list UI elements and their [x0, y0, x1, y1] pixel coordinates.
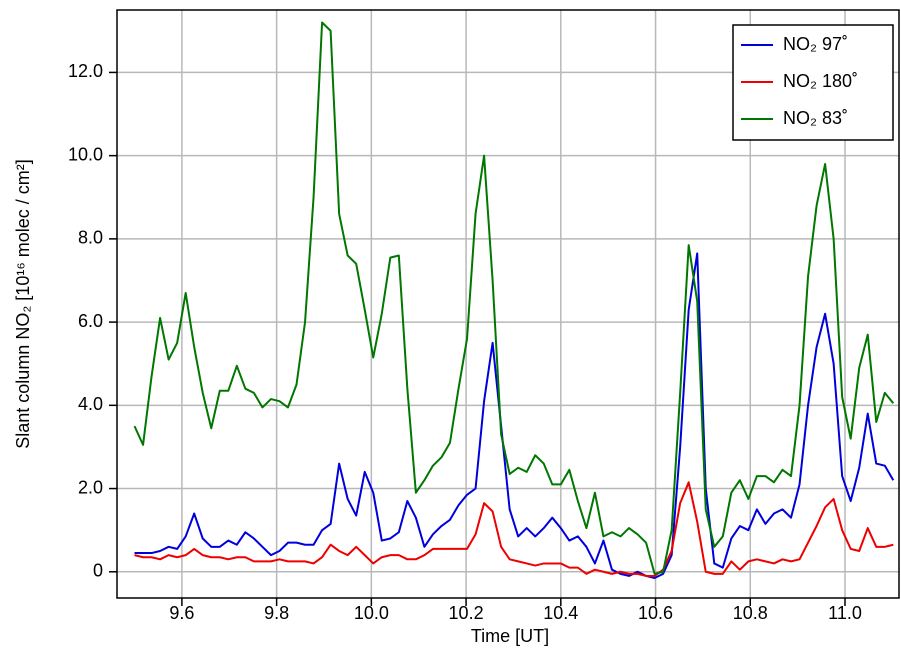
- x-tick-label: 9.6: [169, 603, 194, 623]
- x-tick-label: 10.8: [733, 603, 768, 623]
- plot-frame: [116, 9, 900, 599]
- data-line: [133, 21, 895, 575]
- x-tick-label: 10.0: [354, 603, 389, 623]
- legend-label: NO₂ 97˚: [783, 34, 848, 54]
- legend-label: NO₂ 83˚: [783, 108, 848, 128]
- y-tick-label: 2.0: [78, 477, 103, 497]
- data-line: [134, 481, 894, 577]
- legend: NO₂ 97˚ NO₂ 180˚ NO₂ 83˚: [732, 24, 894, 141]
- x-axis-label: Time [UT]: [471, 626, 549, 646]
- legend-label: NO₂ 180˚: [783, 71, 858, 91]
- y-axis-label: Slant column NO₂ [10¹⁶ molec / cm²]: [13, 159, 33, 448]
- y-tick-label: 4.0: [78, 394, 103, 414]
- x-tick-label: 9.8: [264, 603, 289, 623]
- y-tick-label: 6.0: [78, 311, 103, 331]
- y-tick-label: 8.0: [78, 228, 103, 248]
- y-tick-label: 0: [93, 561, 103, 581]
- y-tick-label: 10.0: [68, 144, 103, 164]
- data-line: [134, 252, 895, 580]
- x-tick-label: 11.0: [828, 603, 862, 623]
- x-tick-label: 10.2: [449, 603, 484, 623]
- y-tick-label: 12.0: [68, 61, 103, 81]
- x-tick-label: 10.4: [543, 603, 578, 623]
- x-tick-label: 10.6: [638, 603, 673, 623]
